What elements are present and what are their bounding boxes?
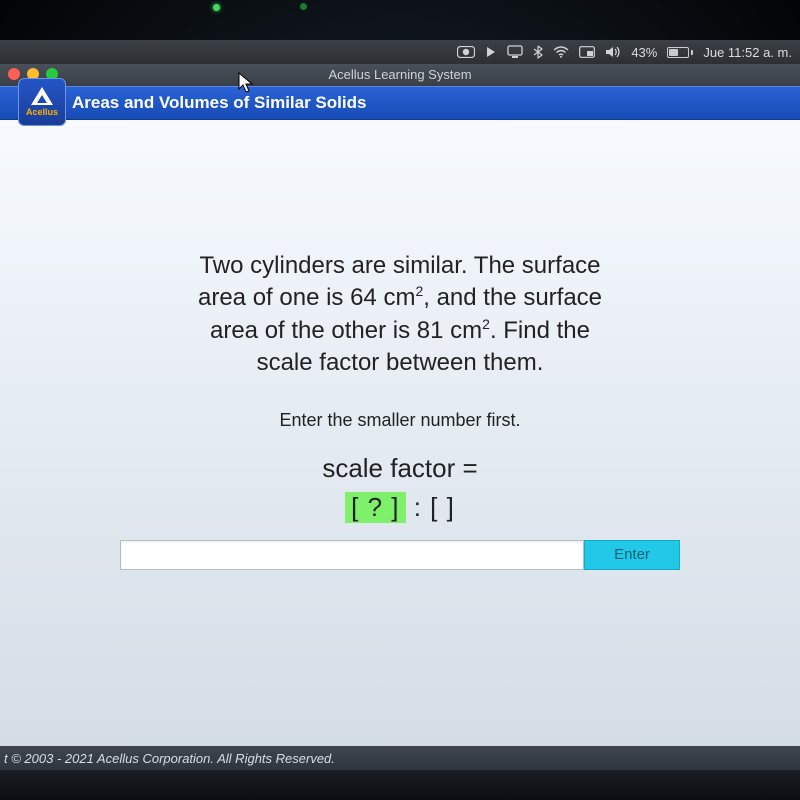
logo-a-icon xyxy=(31,87,53,105)
display-icon[interactable] xyxy=(507,40,523,64)
scale-factor-label: scale factor = xyxy=(140,453,660,484)
app-window: Acellus Learning System Areas and Volume… xyxy=(0,64,800,770)
problem-block: Two cylinders are similar. The surface a… xyxy=(140,250,660,523)
problem-hint: Enter the smaller number first. xyxy=(140,410,660,431)
pip-icon[interactable] xyxy=(579,40,595,64)
problem-line: scale factor between them. xyxy=(257,349,544,376)
laptop-edge xyxy=(0,770,800,800)
content-area: Two cylinders are similar. The surface a… xyxy=(0,120,800,770)
camera-led-icon xyxy=(300,3,307,10)
mac-menubar: 43% Jue 11:52 a. m. xyxy=(0,40,800,64)
battery-icon xyxy=(667,47,693,58)
problem-line: area of one is 64 cm xyxy=(198,284,415,311)
volume-icon[interactable] xyxy=(605,40,621,64)
ratio-sep: : xyxy=(406,492,431,522)
window-titlebar: Acellus Learning System xyxy=(0,64,800,86)
problem-line: Two cylinders are similar. The surface xyxy=(199,252,600,279)
play-icon[interactable] xyxy=(485,40,497,64)
bluetooth-icon[interactable] xyxy=(533,40,543,64)
ratio-left-box[interactable]: [ ? ] xyxy=(345,492,405,523)
camera-led-icon xyxy=(213,4,220,11)
acellus-logo: Acellus xyxy=(18,78,66,126)
menubar-clock: Jue 11:52 a. m. xyxy=(703,45,792,60)
cursor-icon xyxy=(238,72,254,99)
lesson-header: Areas and Volumes of Similar Solids xyxy=(0,86,800,120)
footer-copyright: t © 2003 - 2021 Acellus Corporation. All… xyxy=(0,746,800,772)
ratio-right-box[interactable]: [ ] xyxy=(430,492,455,522)
wifi-icon[interactable] xyxy=(553,40,569,64)
answer-row: Enter xyxy=(120,540,680,570)
problem-line: area of the other is 81 cm xyxy=(210,317,482,344)
battery-percent: 43% xyxy=(631,45,657,60)
lesson-title: Areas and Volumes of Similar Solids xyxy=(72,93,366,113)
problem-line: . Find the xyxy=(490,317,590,344)
answer-input[interactable] xyxy=(120,540,584,570)
enter-button[interactable]: Enter xyxy=(584,540,680,570)
scale-factor-ratio: [ ? ] : [ ] xyxy=(140,492,660,523)
record-icon[interactable] xyxy=(457,40,475,64)
problem-line: , and the surface xyxy=(423,284,602,311)
logo-label: Acellus xyxy=(26,107,58,117)
window-title: Acellus Learning System xyxy=(328,67,471,82)
close-icon[interactable] xyxy=(8,68,20,80)
problem-text: Two cylinders are similar. The surface a… xyxy=(140,250,660,380)
